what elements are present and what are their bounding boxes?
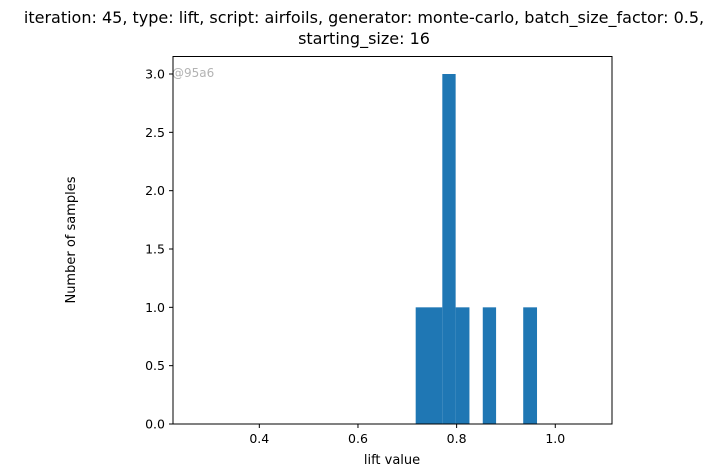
histogram-bar-3: [442, 74, 456, 424]
y-tick-label: 0.5: [145, 358, 165, 373]
watermark-label: @95a6: [172, 66, 214, 80]
histogram-bar-6: [523, 307, 538, 424]
histogram-bar-4: [455, 307, 470, 424]
histogram-bar-2: [429, 307, 443, 424]
x-tick-label: 0.8: [447, 431, 467, 446]
chart-title-line-2: starting_size: 16: [298, 29, 430, 49]
plot-frame: [172, 56, 613, 425]
x-axis-ticks: 0.4 0.6 0.8 1.0: [249, 424, 565, 446]
x-tick-label: 0.4: [249, 431, 269, 446]
y-tick-label: 0.0: [145, 417, 165, 432]
y-axis-ticks: 0.0 0.5 1.0 1.5 2.0 2.5 3.0: [145, 67, 173, 432]
histogram-bar-1: [415, 307, 430, 424]
y-tick-label: 3.0: [145, 67, 165, 82]
y-axis-label: Number of samples: [64, 176, 79, 303]
x-tick-label: 0.6: [348, 431, 368, 446]
histogram-bar-5: [482, 307, 497, 424]
x-axis-label: lift value: [364, 453, 420, 468]
y-tick-label: 1.0: [145, 300, 165, 315]
x-tick-label: 1.0: [545, 431, 565, 446]
chart-title-line-1: iteration: 45, type: lift, script: airfo…: [24, 8, 704, 28]
histogram-bars: [415, 74, 538, 424]
y-tick-label: 1.5: [145, 242, 165, 257]
y-tick-label: 2.0: [145, 183, 165, 198]
y-tick-label: 2.5: [145, 125, 165, 140]
